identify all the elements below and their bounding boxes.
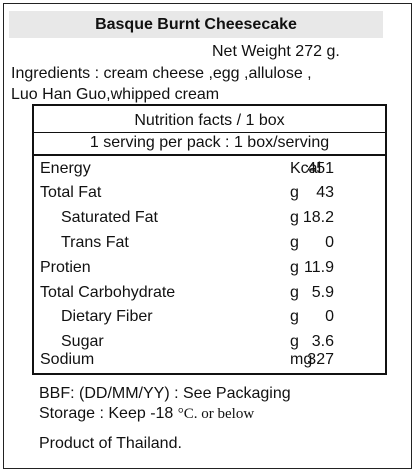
nutrient-unit: g — [290, 209, 299, 226]
nutrient-name: Total Fat — [40, 184, 102, 201]
nutrient-value: 0 — [325, 234, 334, 251]
nutrient-value: 0 — [325, 308, 334, 325]
nutrient-unit: g — [290, 284, 299, 301]
nutrient-name: Energy — [40, 160, 91, 177]
nutrient-value: 327 — [307, 351, 334, 368]
nutrient-unit: g — [290, 234, 299, 251]
ingredients-line-2: Luo Han Guo,whipped cream — [11, 86, 220, 103]
nutrient-name: Sugar — [61, 333, 104, 350]
nutrient-name: Sodium — [40, 351, 95, 368]
nutrition-facts-table: Nutrition facts / 1 box 1 serving per pa… — [32, 104, 387, 375]
nutrient-value: 11.9 — [304, 259, 334, 276]
nutrient-row-energy: Energy 451 Kcal — [34, 160, 385, 182]
nutrient-row-dietary-fiber: Dietary Fiber 0 g — [34, 308, 385, 330]
nutrient-unit: g — [290, 333, 299, 350]
nutrient-row-saturated-fat: Saturated Fat 18.2 g — [34, 209, 385, 231]
nutrient-unit: g — [290, 259, 299, 276]
country-of-origin: Product of Thailand. — [39, 435, 182, 452]
nutrient-name: Dietary Fiber — [61, 308, 153, 325]
best-before-info: BBF: (DD/MM/YY) : See Packaging — [39, 385, 291, 402]
nutrient-value: 5.9 — [311, 284, 334, 301]
nutrient-row-total-fat: Total Fat 43 g — [34, 184, 385, 206]
nutrient-value: 18.2 — [302, 209, 334, 226]
serving-info: 1 serving per pack : 1 box/serving — [34, 132, 385, 156]
nutrient-name: Protien — [40, 259, 91, 276]
nutrient-row-protein: Protien 11.9 g — [34, 259, 385, 281]
nutrient-row-sugar: Sugar 3.6 g — [34, 333, 385, 355]
nutrient-row-sodium: Sodium 327 mg — [34, 351, 385, 373]
nutrition-header: Nutrition facts / 1 box — [34, 110, 385, 133]
product-label: Basque Burnt Cheesecake Net Weight 272 g… — [3, 3, 412, 469]
storage-info: Storage : Keep -18 °C. or below — [39, 405, 254, 423]
nutrient-row-trans-fat: Trans Fat 0 g — [34, 234, 385, 256]
nutrient-unit: g — [290, 308, 299, 325]
storage-text: Storage : Keep -18 — [39, 405, 178, 422]
nutrient-unit: mg — [290, 351, 313, 368]
nutrient-value: 43 — [316, 184, 334, 201]
storage-temperature-text: °C. or below — [177, 406, 255, 422]
product-title: Basque Burnt Cheesecake — [9, 11, 383, 38]
nutrient-name: Saturated Fat — [61, 209, 158, 226]
nutrient-value: 3.6 — [311, 333, 334, 350]
net-weight: Net Weight 272 g. — [212, 43, 340, 60]
nutrient-name: Trans Fat — [61, 234, 129, 251]
ingredients-line-1: Ingredients : cream cheese ,egg ,allulos… — [11, 65, 312, 82]
nutrient-row-total-carbohydrate: Total Carbohydrate 5.9 g — [34, 284, 385, 306]
nutrient-unit: g — [290, 184, 299, 201]
nutrient-value: 451 — [307, 160, 334, 177]
nutrient-unit: Kcal — [290, 160, 322, 177]
nutrient-name: Total Carbohydrate — [40, 284, 176, 301]
